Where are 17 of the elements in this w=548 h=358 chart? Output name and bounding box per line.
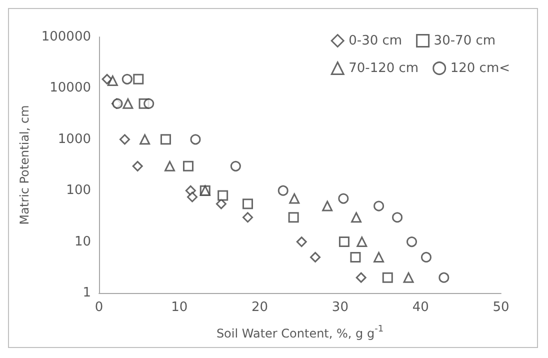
y-tick-label: 100 [66, 183, 91, 198]
x-tick-label: 40 [412, 300, 429, 315]
legend-label: 70-120 cm [348, 60, 419, 76]
y-tick-label: 100000 [41, 30, 91, 44]
y-tick-label: 1000 [58, 132, 91, 147]
y-tick-label: 10 [74, 234, 91, 250]
y-axis-title: Matric Potential, cm [17, 105, 32, 225]
x-tick-label: 10 [171, 300, 188, 315]
legend-label: 0-30 cm [348, 33, 402, 48]
x-tick-label: 0 [94, 300, 104, 315]
x-tick-label: 20 [252, 300, 268, 315]
x-tick-label: 30 [332, 300, 348, 315]
legend-label: 30-70 cm [434, 33, 496, 48]
y-tick-label: 1 [82, 286, 91, 300]
legend-label: 120 cm< [450, 60, 510, 76]
x-tick-label: 50 [492, 300, 510, 315]
y-tick-label: 10000 [50, 80, 91, 96]
